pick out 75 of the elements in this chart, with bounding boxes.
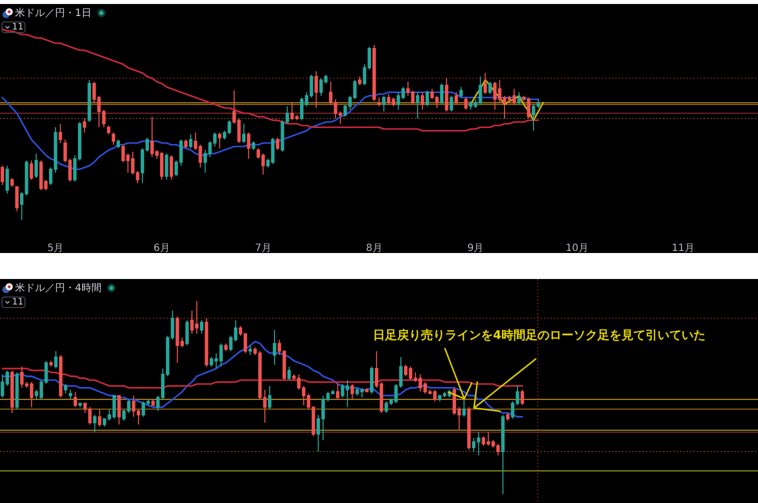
candlestick: [416, 92, 420, 119]
candlestick: [382, 95, 386, 112]
candlestick: [314, 70, 318, 108]
candlestick: [506, 412, 510, 422]
candlestick: [444, 78, 448, 112]
candlestick: [440, 83, 444, 105]
candlestick: [358, 76, 362, 86]
candlestick: [54, 350, 58, 370]
candlestick: [520, 389, 524, 406]
candlestick: [464, 97, 468, 110]
candlestick: [184, 139, 188, 149]
x-tick-label: 9月: [467, 242, 484, 254]
x-tick-label: 5月: [47, 242, 64, 254]
candlestick: [98, 408, 102, 427]
candlestick: [272, 329, 276, 366]
candlestick: [151, 398, 155, 406]
x-tick-label: 8月: [366, 242, 382, 254]
candlestick: [336, 383, 340, 400]
candlestick: [93, 414, 96, 433]
annotation: 日足戻り売りラインを4時間足のローソク足を見て引いていた: [373, 328, 706, 342]
x-tick-label: 6月: [154, 242, 170, 254]
candlestick: [116, 139, 120, 149]
candlestick: [64, 383, 68, 394]
candlestick: [224, 342, 228, 352]
candlestick: [10, 178, 14, 188]
candlestick: [10, 370, 14, 414]
candlestick: [88, 80, 92, 122]
x-tick-label: 10月: [566, 242, 588, 254]
candlestick: [58, 123, 62, 144]
candlestick: [170, 154, 174, 180]
button-indicators: 11: [2, 296, 26, 308]
candlestick: [467, 406, 471, 450]
candlestick: [484, 72, 487, 94]
candlestick: [218, 132, 222, 149]
candlestick: [68, 389, 72, 400]
annotation: 11: [12, 298, 24, 308]
candlestick: [30, 160, 34, 180]
candlestick: [370, 366, 374, 394]
candlestick: [246, 132, 250, 160]
candlestick: [459, 86, 463, 98]
candlestick: [365, 387, 369, 392]
candlestick: [200, 320, 204, 334]
candlestick: [488, 81, 492, 94]
candlestick: [350, 383, 354, 400]
candlestick: [462, 398, 466, 418]
candlestick: [287, 366, 291, 381]
candlestick: [15, 186, 19, 212]
candlestick: [82, 118, 86, 133]
candlestick: [372, 44, 376, 102]
candlestick: [377, 97, 381, 107]
candlestick: [268, 385, 272, 410]
button-indicators: 11: [2, 22, 26, 33]
candlestick: [117, 395, 121, 426]
candlestick: [450, 95, 454, 112]
candlestick: [78, 402, 82, 408]
candlestick: [59, 354, 62, 398]
candlestick: [501, 414, 505, 494]
candlestick: [106, 125, 110, 135]
candlestick: [454, 92, 458, 105]
candlestick: [74, 391, 78, 408]
candlestick: [248, 344, 252, 356]
x-tick-label: 7月: [254, 242, 272, 254]
chart-title: 米ドル／円・4時間: [15, 282, 102, 294]
candlestick: [6, 165, 9, 194]
candlestick: [189, 134, 192, 149]
chart-title: 米ドル／円・1日: [15, 6, 92, 18]
candlestick: [242, 123, 246, 144]
x-tick-label: 11月: [672, 242, 695, 254]
candlestick: [517, 92, 521, 105]
candlestick: [426, 90, 429, 107]
candlestick: [276, 137, 280, 150]
candlestick: [0, 165, 4, 186]
candlestick: [34, 153, 38, 178]
candlestick: [185, 320, 189, 346]
candlestick: [164, 153, 168, 180]
